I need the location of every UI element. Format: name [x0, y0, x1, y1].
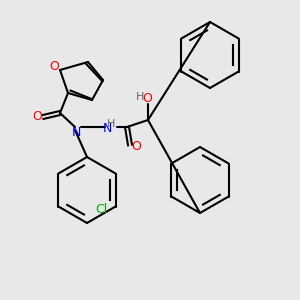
Text: O: O — [142, 92, 152, 104]
Text: O: O — [49, 61, 59, 74]
Text: O: O — [32, 110, 42, 124]
Text: H: H — [136, 92, 144, 102]
Text: Cl: Cl — [95, 203, 108, 216]
Text: N: N — [102, 122, 112, 136]
Text: H: H — [107, 119, 115, 129]
Text: N: N — [71, 125, 81, 139]
Text: O: O — [131, 140, 141, 154]
